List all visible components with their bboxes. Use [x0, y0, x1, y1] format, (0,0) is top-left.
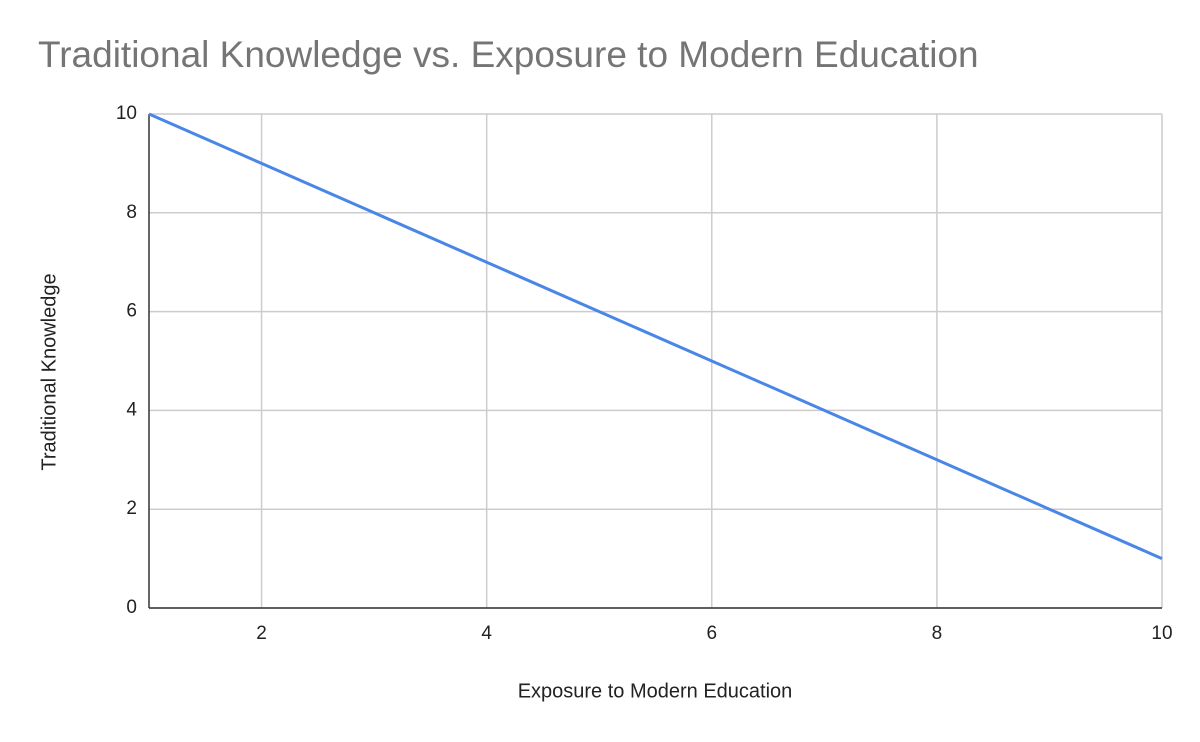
y-tick-label: 6 [126, 301, 137, 322]
x-tick-label: 6 [706, 623, 717, 644]
x-tick-label: 4 [481, 623, 492, 644]
line-series [148, 112, 1163, 560]
y-tick-label: 2 [126, 498, 137, 519]
y-axis-title: Traditional Knowledge [38, 273, 60, 470]
y-tick-label: 4 [126, 399, 137, 420]
x-axis-title: Exposure to Modern Education [518, 680, 793, 702]
x-tick-label: 8 [932, 623, 943, 644]
y-tick-label: 0 [126, 597, 137, 618]
x-tick-label: 10 [1151, 623, 1172, 644]
chart-title: Traditional Knowledge vs. Exposure to Mo… [38, 34, 979, 75]
y-tick-label: 8 [126, 202, 137, 223]
x-tick-label: 2 [256, 623, 267, 644]
y-tick-label: 10 [116, 103, 137, 124]
